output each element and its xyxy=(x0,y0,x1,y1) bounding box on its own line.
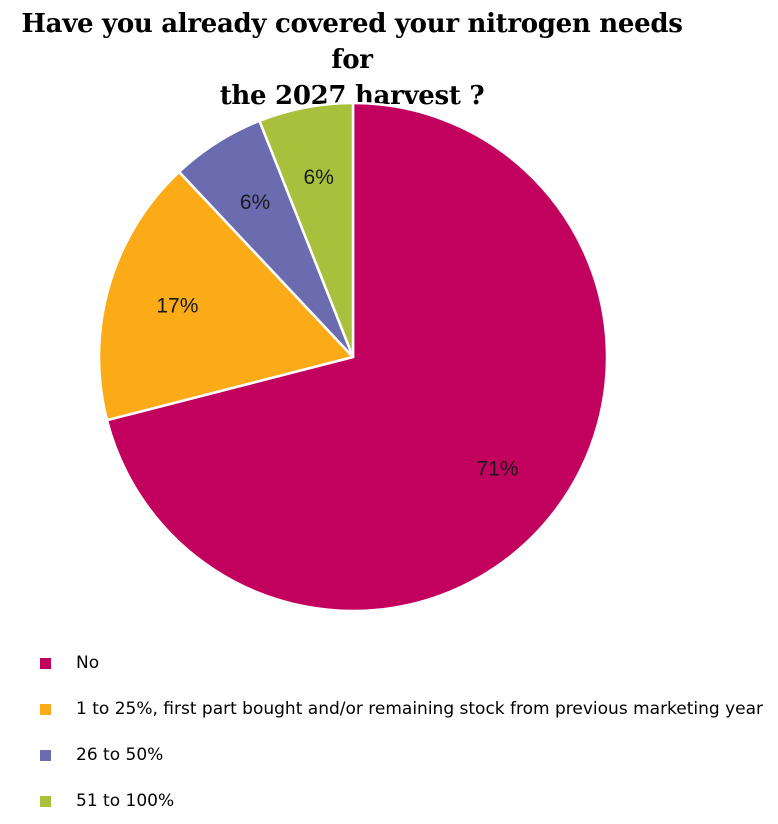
legend-item-no: No xyxy=(40,640,763,686)
legend-swatch xyxy=(40,657,51,669)
slice-label-no: 71% xyxy=(476,458,518,481)
legend-item-26-to-50: 26 to 50% xyxy=(40,732,763,778)
pie-slice-1-to-25 xyxy=(97,170,355,422)
legend-item-51-to-100: 51 to 100% xyxy=(40,778,763,824)
legend: No 1 to 25%, first part bought and/or re… xyxy=(40,640,763,824)
legend-swatch xyxy=(40,703,51,715)
pie-slice-no xyxy=(105,101,609,613)
legend-label: No xyxy=(76,653,100,673)
legend-label: 1 to 25%, first part bought and/or remai… xyxy=(76,699,764,719)
legend-swatch xyxy=(40,749,51,761)
legend-item-1-to-25: 1 to 25%, first part bought and/or remai… xyxy=(40,686,763,732)
legend-label: 26 to 50% xyxy=(76,745,164,765)
pie-chart: 71% 17% 6% 6% xyxy=(97,101,609,613)
legend-label: 51 to 100% xyxy=(76,791,175,811)
chart-title: Have you already covered your nitrogen n… xyxy=(0,6,704,114)
legend-swatch xyxy=(40,795,51,807)
pie-slice-51-to-100 xyxy=(258,101,355,359)
chart-title-line-1: Have you already covered your nitrogen n… xyxy=(21,9,683,75)
slice-label-1-to-25: 17% xyxy=(156,294,198,317)
slice-label-26-to-50: 6% xyxy=(240,191,270,214)
slice-label-51-to-100: 6% xyxy=(304,166,334,189)
